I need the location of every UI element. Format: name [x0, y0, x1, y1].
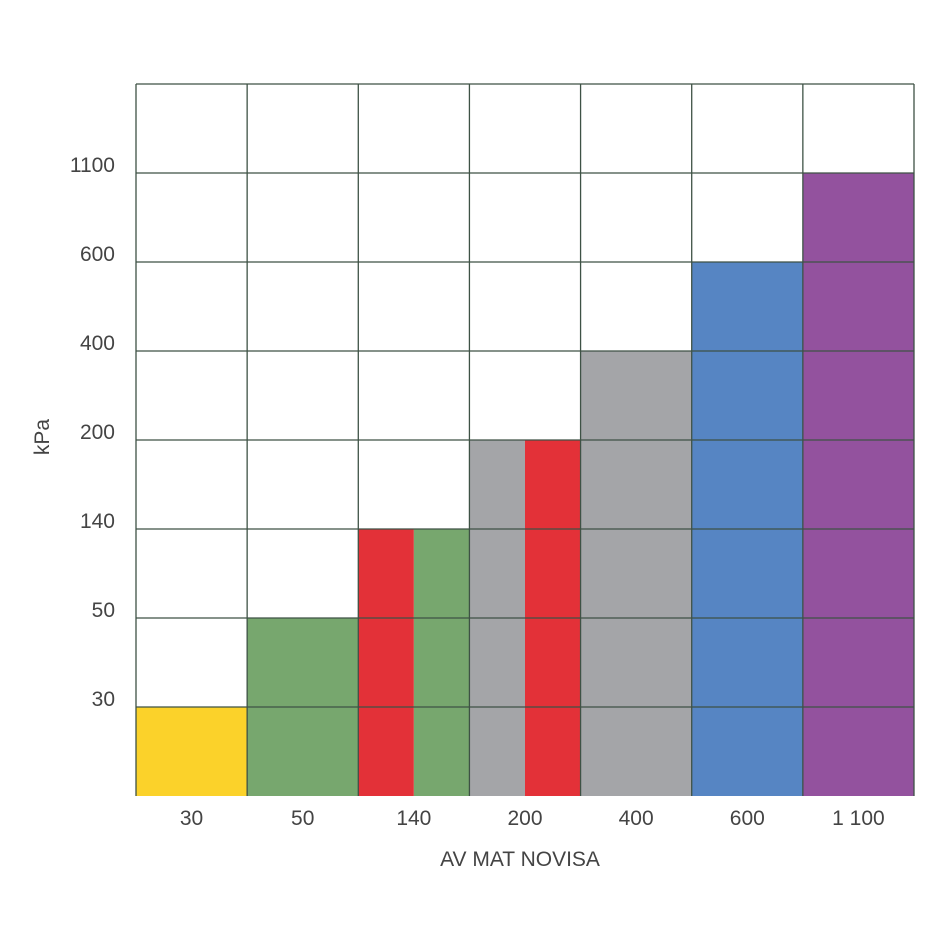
- x-tick-label: 400: [619, 807, 654, 830]
- grid-lines: [135, 83, 915, 796]
- bar-400-1: [580, 351, 692, 796]
- x-tick-label: 600: [730, 807, 765, 830]
- x-tick-label: 50: [291, 807, 314, 830]
- y-axis-title: kPa: [31, 419, 54, 456]
- x-tick-label: 30: [180, 807, 203, 830]
- y-tick-label: 1100: [70, 154, 115, 177]
- x-tick-label: 1 100: [832, 807, 885, 830]
- bar-140-1: [358, 529, 414, 796]
- x-axis-title: AV MAT NOVISA: [440, 848, 600, 871]
- y-tick-label: 600: [80, 243, 115, 266]
- x-tick-label: 140: [396, 807, 431, 830]
- x-tick-label: 200: [507, 807, 542, 830]
- bar-1100-1: [802, 173, 914, 796]
- y-tick-labels: 30 50 140 200 400 600 1100: [70, 154, 115, 711]
- y-tick-label: 50: [92, 599, 115, 622]
- y-tick-label: 30: [92, 688, 115, 711]
- y-tick-label: 140: [80, 510, 115, 533]
- y-tick-label: 200: [80, 421, 115, 444]
- bar-140-2: [413, 529, 470, 796]
- y-tick-label: 400: [80, 332, 115, 355]
- x-tick-labels: 30 50 140 200 400 600 1 100: [180, 807, 885, 830]
- bars-group: [136, 173, 914, 796]
- bar-30-1: [136, 707, 248, 796]
